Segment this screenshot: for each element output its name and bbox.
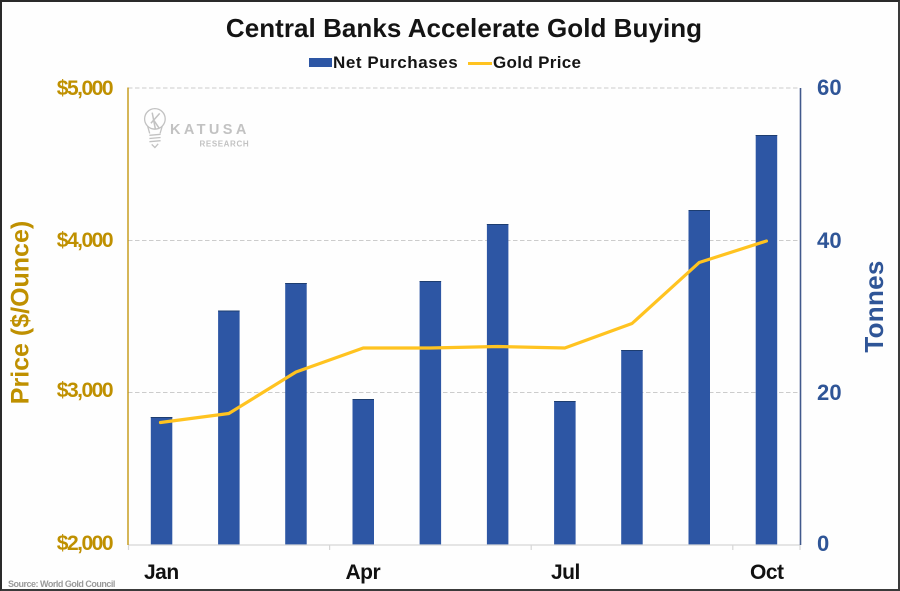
- svg-text:RESEARCH: RESEARCH: [200, 140, 250, 149]
- svg-text:KATUSA: KATUSA: [170, 122, 250, 138]
